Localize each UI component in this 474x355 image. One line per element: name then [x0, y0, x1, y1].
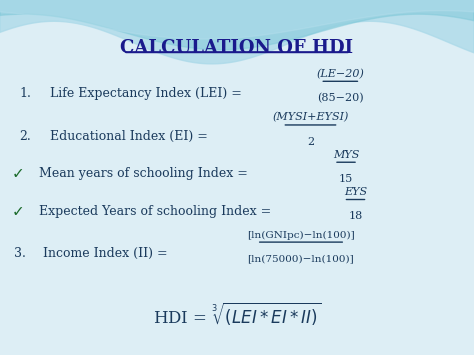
Text: 15: 15 — [339, 174, 353, 184]
Text: (LE−20): (LE−20) — [316, 69, 365, 79]
Text: ✓: ✓ — [12, 204, 25, 219]
Text: ✓: ✓ — [12, 166, 25, 181]
Text: MYS: MYS — [333, 150, 359, 160]
Text: Income Index (II) =: Income Index (II) = — [43, 247, 167, 260]
Text: 18: 18 — [348, 211, 363, 221]
Text: Educational Index (EI) =: Educational Index (EI) = — [50, 130, 208, 143]
Text: Mean years of schooling Index =: Mean years of schooling Index = — [39, 168, 248, 180]
Text: 3.: 3. — [14, 247, 26, 260]
Text: 1.: 1. — [19, 87, 31, 99]
Text: [ln(GNIpc)−ln(100)]: [ln(GNIpc)−ln(100)] — [247, 230, 355, 240]
Text: Expected Years of schooling Index =: Expected Years of schooling Index = — [39, 205, 271, 218]
Text: 2.: 2. — [19, 130, 31, 143]
Text: HDI = $\sqrt[3]{(LEI * EI * II)}$: HDI = $\sqrt[3]{(LEI * EI * II)}$ — [153, 301, 321, 328]
Text: EYS: EYS — [344, 187, 367, 197]
Text: (85−20): (85−20) — [317, 93, 364, 103]
Text: [ln(75000)−ln(100)]: [ln(75000)−ln(100)] — [247, 254, 355, 263]
Text: (MYSI+EYSI): (MYSI+EYSI) — [272, 112, 349, 122]
Text: CALCULATION OF HDI: CALCULATION OF HDI — [120, 39, 354, 57]
Text: 2: 2 — [307, 137, 314, 147]
Text: Life Expectancy Index (LEI) =: Life Expectancy Index (LEI) = — [50, 87, 242, 99]
